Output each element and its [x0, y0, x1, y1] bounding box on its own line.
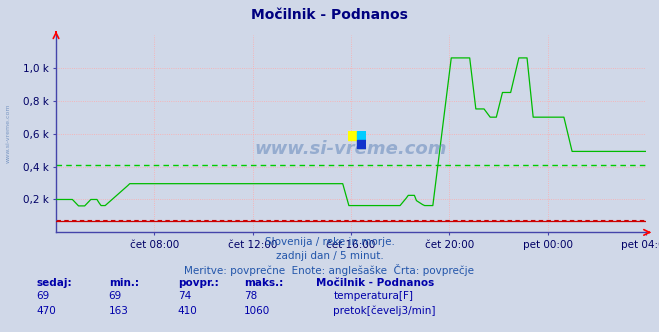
- Bar: [348, 131, 357, 140]
- Text: www.si-vreme.com: www.si-vreme.com: [254, 140, 447, 158]
- Bar: [357, 131, 366, 140]
- Text: 74: 74: [178, 291, 191, 301]
- Bar: [357, 140, 366, 149]
- Text: 78: 78: [244, 291, 257, 301]
- Text: Močilnik - Podnanos: Močilnik - Podnanos: [251, 8, 408, 22]
- Text: 410: 410: [178, 306, 198, 316]
- Text: maks.:: maks.:: [244, 278, 283, 288]
- Text: min.:: min.:: [109, 278, 139, 288]
- Text: sedaj:: sedaj:: [36, 278, 72, 288]
- Text: temperatura[F]: temperatura[F]: [333, 291, 413, 301]
- Text: 470: 470: [36, 306, 56, 316]
- Text: 69: 69: [109, 291, 122, 301]
- Text: 163: 163: [109, 306, 129, 316]
- Text: povpr.:: povpr.:: [178, 278, 219, 288]
- Text: zadnji dan / 5 minut.: zadnji dan / 5 minut.: [275, 251, 384, 261]
- Text: pretok[čevelj3/min]: pretok[čevelj3/min]: [333, 305, 436, 316]
- Text: Meritve: povprečne  Enote: anglešaške  Črta: povprečje: Meritve: povprečne Enote: anglešaške Črt…: [185, 264, 474, 276]
- Text: Slovenija / reke in morje.: Slovenija / reke in morje.: [264, 237, 395, 247]
- Text: 1060: 1060: [244, 306, 270, 316]
- Text: 69: 69: [36, 291, 49, 301]
- Text: www.si-vreme.com: www.si-vreme.com: [6, 103, 11, 163]
- Text: Močilnik - Podnanos: Močilnik - Podnanos: [316, 278, 434, 288]
